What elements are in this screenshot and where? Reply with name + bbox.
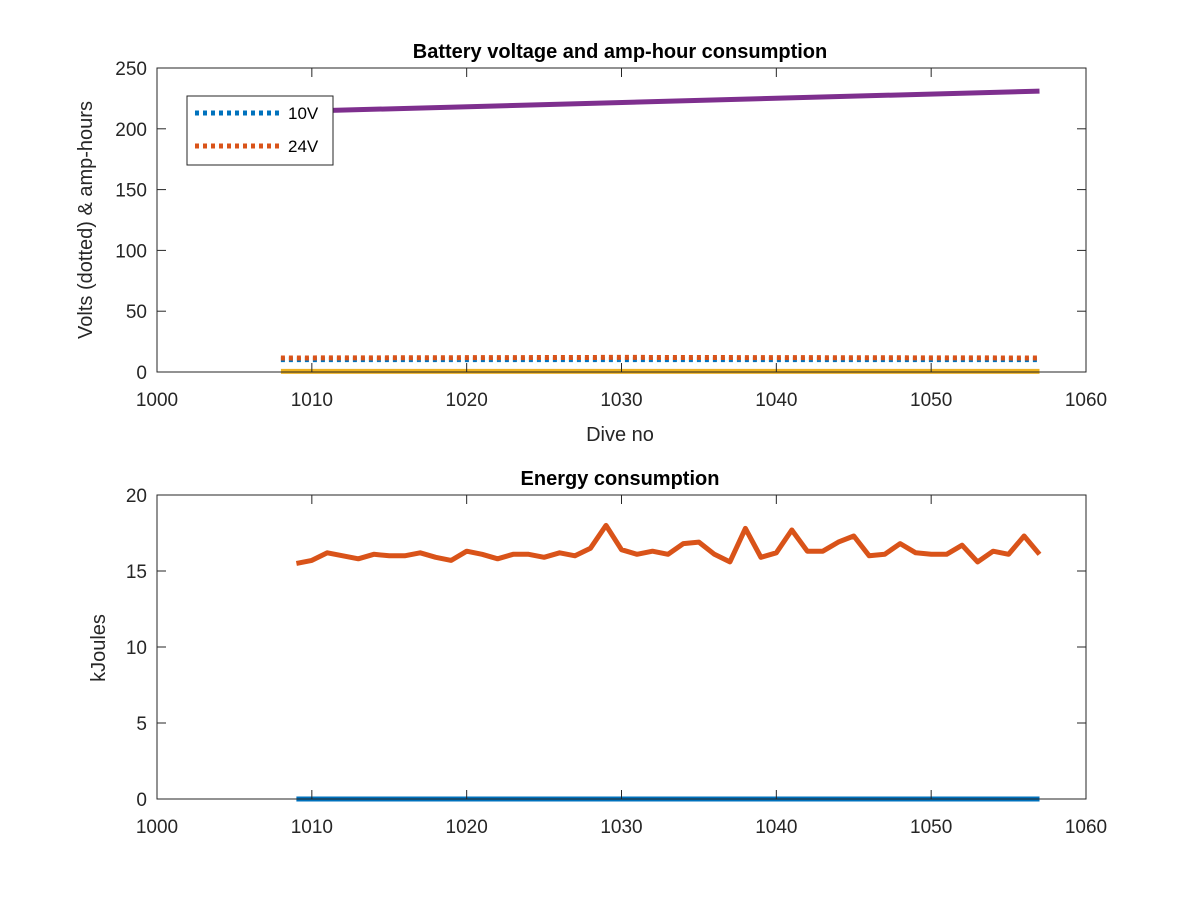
chart-title: Energy consumption <box>521 468 720 490</box>
chart-title: Battery voltage and amp-hour consumption <box>413 41 827 63</box>
series-layer <box>280 88 1040 374</box>
x-tick-label: 1010 <box>291 817 333 838</box>
x-tick-label: 1040 <box>755 390 797 411</box>
x-tick-label: 1020 <box>446 390 488 411</box>
y-tick-label: 50 <box>126 302 147 323</box>
y-tick-label: 10 <box>126 638 147 659</box>
x-tick-label: 1060 <box>1065 817 1107 838</box>
series-line-unnamed-3 <box>280 88 1040 115</box>
ticks-layer: 1000 1010 1020 1030 1040 1050 1060 0 50 100 150 200… <box>115 59 1107 411</box>
y-tick-label: 20 <box>126 486 147 507</box>
y-tick-label: 250 <box>115 59 147 80</box>
x-tick-label: 1030 <box>600 817 642 838</box>
battery-chart: Battery voltage and amp-hour consumption… <box>75 41 1107 446</box>
x-tick-label: 1000 <box>136 817 178 838</box>
legend-label-10v: 10V <box>288 104 319 123</box>
x-tick-label: 1030 <box>600 390 642 411</box>
energy-chart: Energy consumption 1000 1010 1020 1030 1040 1… <box>88 468 1107 838</box>
legend-label-24v: 24V <box>288 137 319 156</box>
y-tick-label: 100 <box>115 241 147 262</box>
x-tick-label: 1040 <box>755 817 797 838</box>
x-tick-label: 1060 <box>1065 390 1107 411</box>
series-layer <box>295 522 1042 802</box>
x-tick-label: 1000 <box>136 390 178 411</box>
series-line-24v <box>280 354 1040 361</box>
x-tick-label: 1050 <box>910 817 952 838</box>
x-tick-label: 1050 <box>910 390 952 411</box>
x-tick-label: 1020 <box>446 817 488 838</box>
ticks-layer: 1000 1010 1020 1030 1040 1050 1060 0 5 10 15 20 <box>126 486 1107 838</box>
y-tick-label: 200 <box>115 120 147 141</box>
legend-box <box>186 95 334 166</box>
y-axis-label: kJoules <box>88 614 110 682</box>
series-line-unnamed-1 <box>295 522 1042 566</box>
y-tick-label: 150 <box>115 181 147 202</box>
axes-box <box>156 494 1087 800</box>
y-tick-label: 0 <box>136 790 147 811</box>
y-tick-label: 15 <box>126 562 147 583</box>
x-axis-label: Dive no <box>586 424 654 446</box>
y-axis-label: Volts (dotted) & amp-hours <box>75 101 97 339</box>
x-tick-label: 1010 <box>291 390 333 411</box>
legend: 10V 24V <box>186 95 334 166</box>
y-tick-label: 0 <box>136 363 147 384</box>
y-tick-label: 5 <box>136 714 147 735</box>
